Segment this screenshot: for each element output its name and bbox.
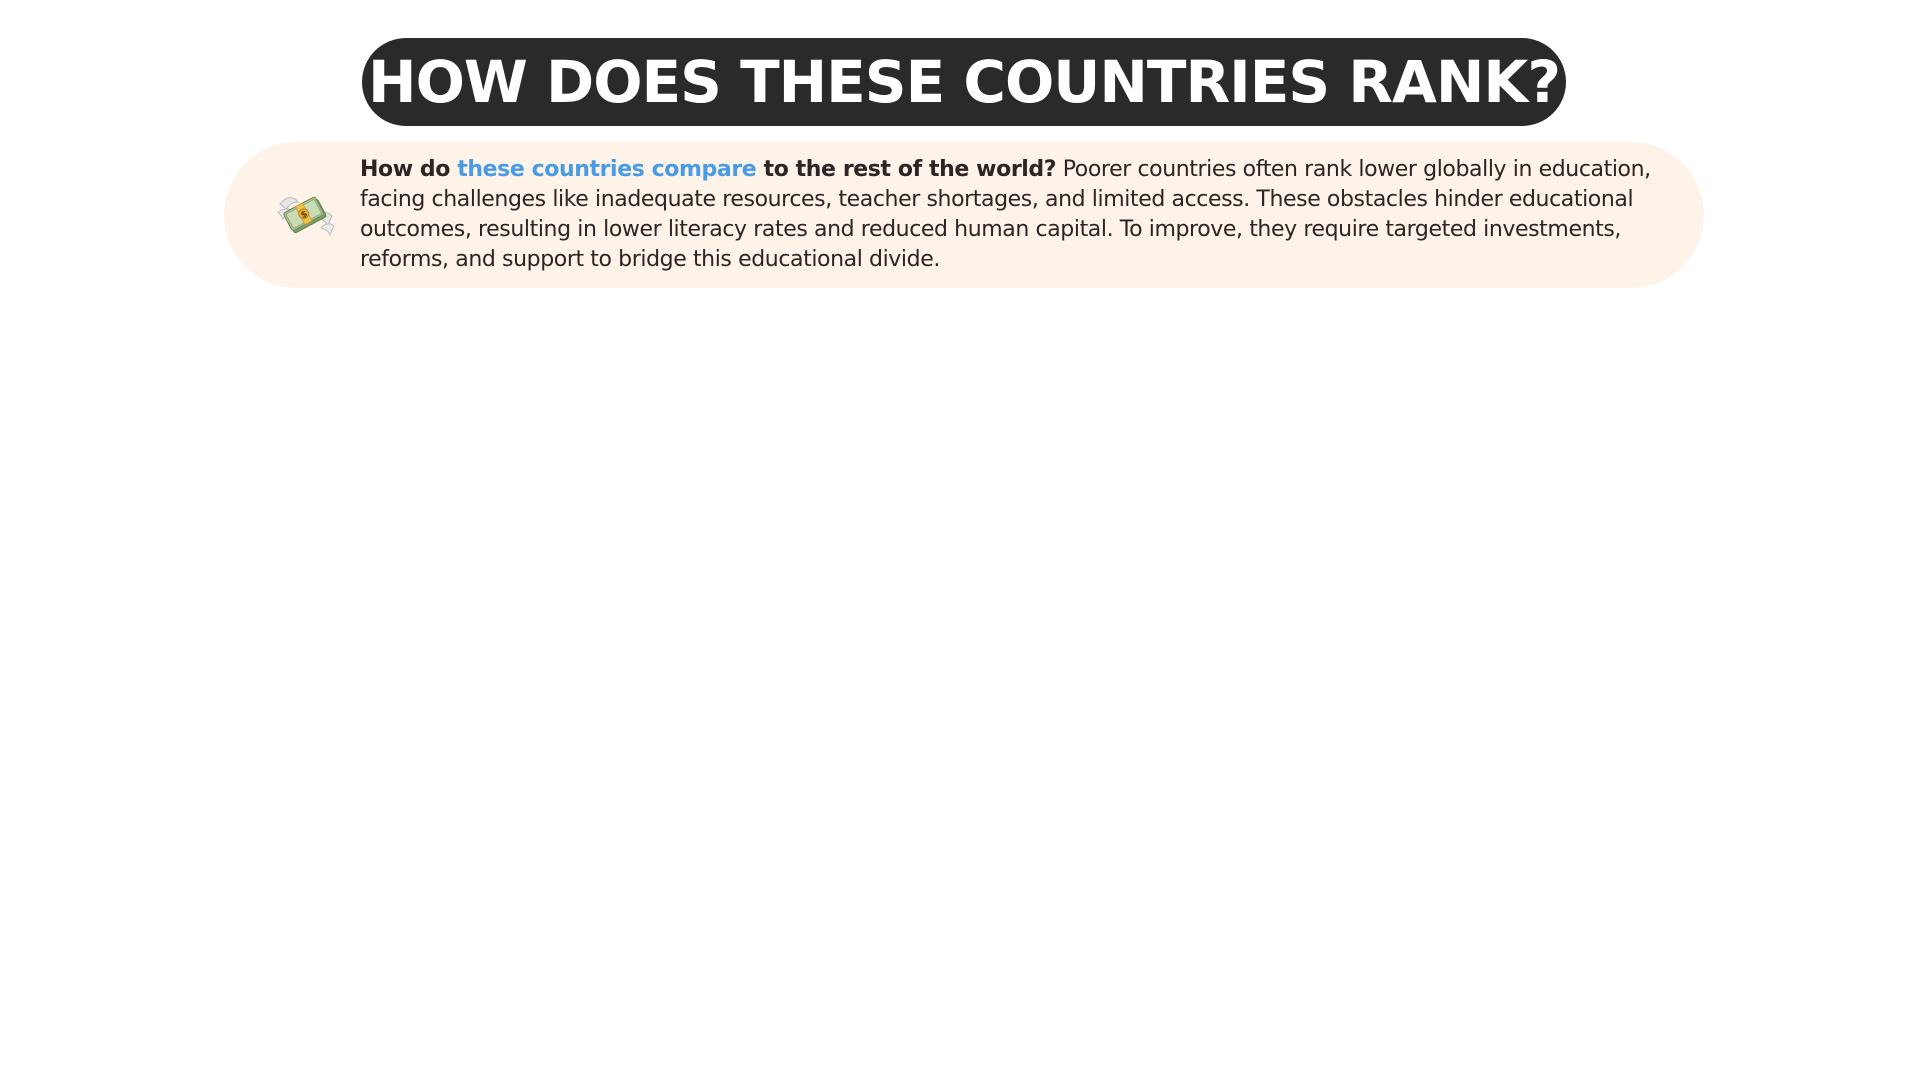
info-paragraph: How do these countries compare to the re…: [360, 155, 1670, 275]
title-banner: HOW DOES THESE COUNTRIES RANK?: [362, 38, 1566, 126]
lead-question-highlight: these countries compare: [457, 157, 757, 182]
info-callout: $ How do these countries compare to the …: [224, 142, 1704, 288]
money-with-wings-icon: $: [277, 196, 335, 237]
page-title: HOW DOES THESE COUNTRIES RANK?: [368, 48, 1561, 116]
lead-question-end: to the rest of the world?: [756, 157, 1057, 182]
svg-text:$: $: [299, 209, 309, 221]
lead-question-start: How do: [360, 157, 458, 182]
info-body-text: Poorer countries often rank lower global…: [360, 157, 1651, 272]
